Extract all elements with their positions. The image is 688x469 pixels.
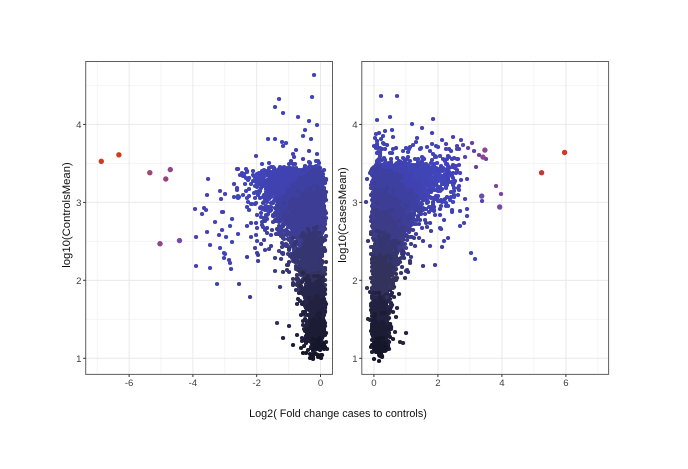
svg-text:3: 3 <box>76 198 81 209</box>
svg-text:4: 4 <box>352 120 358 131</box>
svg-text:1: 1 <box>76 354 81 365</box>
svg-text:2: 2 <box>76 276 81 287</box>
svg-text:2: 2 <box>435 378 440 389</box>
svg-text:-2: -2 <box>252 378 261 389</box>
svg-text:2: 2 <box>352 276 357 287</box>
svg-text:log10(CasesMean): log10(CasesMean) <box>337 167 349 263</box>
svg-text:-6: -6 <box>125 378 134 389</box>
svg-text:3: 3 <box>352 198 357 209</box>
svg-text:4: 4 <box>499 378 505 389</box>
svg-text:0: 0 <box>371 378 376 389</box>
svg-text:1: 1 <box>352 354 357 365</box>
svg-text:6: 6 <box>563 378 568 389</box>
svg-text:4: 4 <box>76 120 82 131</box>
svg-text:-4: -4 <box>189 378 198 389</box>
svg-text:log10(ControlsMean): log10(ControlsMean) <box>61 162 73 268</box>
svg-text:Log2( Fold change cases to con: Log2( Fold change cases to controls) <box>249 408 427 420</box>
svg-text:0: 0 <box>318 378 323 389</box>
